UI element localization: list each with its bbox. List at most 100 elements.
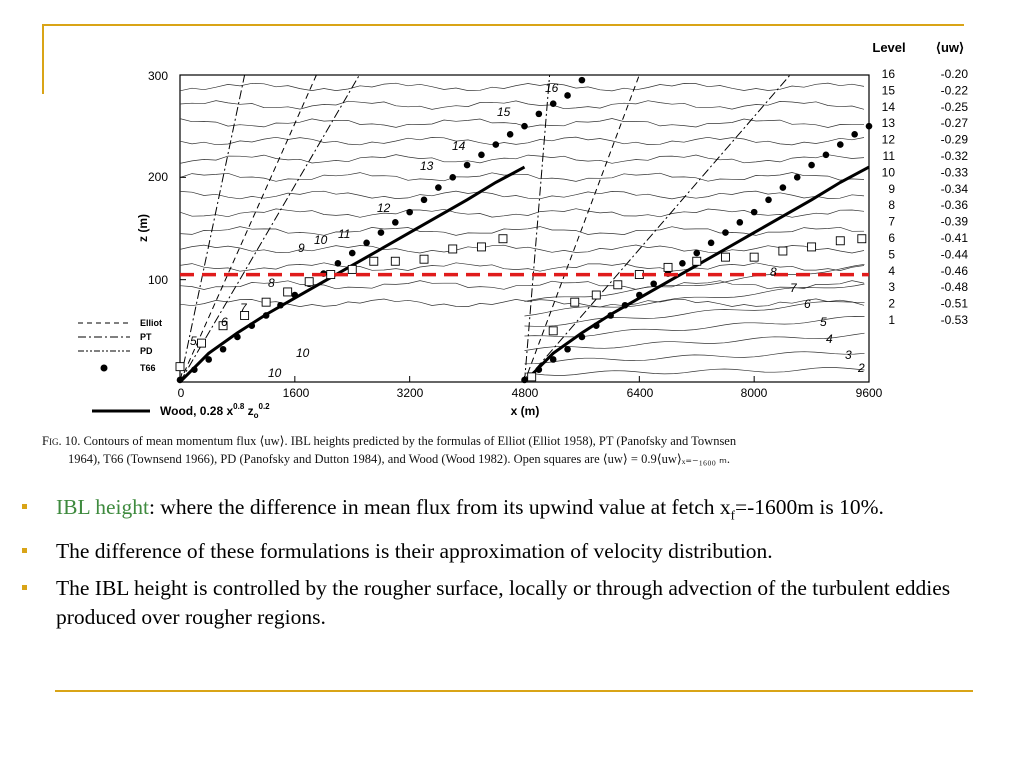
contour-label: 10 [314, 233, 328, 247]
t66-point [492, 141, 500, 148]
t66-point [549, 100, 557, 107]
open-square-point [663, 262, 673, 272]
open-square-point [448, 244, 458, 254]
uw-header: ⟨uw⟩ [936, 40, 964, 55]
pt-pd-line [179, 74, 246, 383]
t66-point [478, 151, 485, 159]
contour-line [524, 332, 865, 351]
contour-line [179, 244, 865, 254]
legend-pt-label: PT [140, 332, 152, 342]
level-number: 9 [888, 182, 895, 196]
contour-label: 6 [221, 315, 228, 329]
open-square-point [857, 234, 867, 244]
open-square-point [218, 321, 228, 331]
contour-label: 16 [545, 81, 559, 95]
t66-point [549, 356, 557, 363]
axis-ticks [179, 74, 870, 382]
t66-point [191, 366, 198, 374]
open-square-point [498, 234, 508, 244]
t66-point [506, 131, 514, 138]
open-square-point [476, 242, 486, 252]
t66-point [722, 229, 729, 236]
contour-label: 6 [804, 297, 811, 311]
level-number: 10 [882, 165, 896, 179]
contour-label: 5 [820, 315, 827, 329]
caption-line-2: 1964), T66 (Townsend 1966), PD (Panofsky… [68, 452, 731, 466]
legend: Elliot PT PD T66 Wood, 0.28 x0.8 zo0.2 [78, 318, 270, 420]
t66-point [578, 333, 586, 341]
t66-point [578, 76, 586, 84]
contour-line [179, 280, 865, 290]
open-square-point [721, 252, 730, 262]
open-square-point [570, 297, 580, 307]
open-square-point [240, 311, 250, 320]
contour-label: 3 [845, 348, 852, 362]
contour-label: 7 [790, 281, 798, 295]
open-square-point [613, 280, 623, 290]
x-tick-label: 6400 [627, 386, 654, 400]
contour-label: 7 [240, 301, 248, 315]
bottom-rule [55, 690, 973, 692]
open-square-point [548, 326, 558, 336]
level-number: 2 [888, 297, 895, 311]
open-square-point [692, 256, 702, 266]
level-number: 15 [882, 83, 896, 97]
level-number: 16 [882, 67, 896, 81]
open-square-point [326, 270, 336, 279]
level-value: -0.29 [941, 133, 969, 147]
t66-point [808, 161, 815, 169]
elliot-line [524, 74, 640, 383]
t66-point [219, 345, 227, 353]
t66-point [836, 141, 844, 148]
level-number: 11 [883, 149, 896, 163]
t66-point [592, 322, 600, 330]
t66-point [750, 208, 758, 216]
y-tick-label: 100 [148, 273, 168, 287]
t66-point [277, 301, 284, 309]
t66-point [392, 219, 399, 226]
level-number: 13 [882, 116, 896, 130]
level-value: -0.44 [941, 247, 969, 261]
contour-label: 8 [268, 276, 275, 290]
contour-line [524, 301, 865, 327]
contour-line [524, 351, 865, 365]
bullet-subscript: f [730, 507, 735, 523]
level-number: 8 [888, 198, 895, 212]
t66-point [406, 208, 413, 216]
contour-line [179, 190, 865, 200]
contour-label: 4 [826, 332, 833, 346]
open-square-point [527, 372, 537, 382]
level-value: -0.53 [941, 313, 969, 327]
t66-point [693, 249, 701, 257]
open-square-point [778, 246, 788, 256]
t66-point [535, 110, 543, 118]
level-value: -0.22 [941, 83, 969, 97]
bullet-text: : where the difference in mean flux from… [148, 495, 731, 519]
t66-point [865, 122, 873, 130]
contour-line [179, 262, 865, 272]
y-axis-label: z (m) [136, 214, 150, 242]
level-number: 7 [888, 215, 895, 229]
t66-point [636, 291, 643, 299]
level-value: -0.51 [941, 297, 969, 311]
t66-point [707, 239, 715, 247]
contour-label: 11 [338, 227, 350, 241]
open-square-point [591, 290, 601, 300]
level-number: 6 [888, 231, 895, 245]
t66-point [262, 312, 270, 319]
elliot-line [179, 74, 317, 383]
level-value: -0.41 [941, 231, 969, 245]
t66-point [348, 249, 356, 257]
open-square-point [419, 254, 429, 264]
level-value: -0.33 [941, 165, 969, 179]
figure-caption: Fig. 10. Contours of mean momentum flux … [42, 432, 1012, 468]
x-axis-label: x (m) [511, 404, 540, 418]
t66-point [291, 291, 299, 299]
x-tick-label: 3200 [397, 386, 424, 400]
x-tick-label: 8000 [741, 386, 768, 400]
level-value: -0.36 [941, 198, 969, 212]
contour-line [524, 283, 865, 317]
legend-wood-label: Wood, 0.28 x0.8 zo0.2 [160, 402, 270, 420]
bullet-item: The IBL height is controlled by the roug… [18, 574, 998, 632]
